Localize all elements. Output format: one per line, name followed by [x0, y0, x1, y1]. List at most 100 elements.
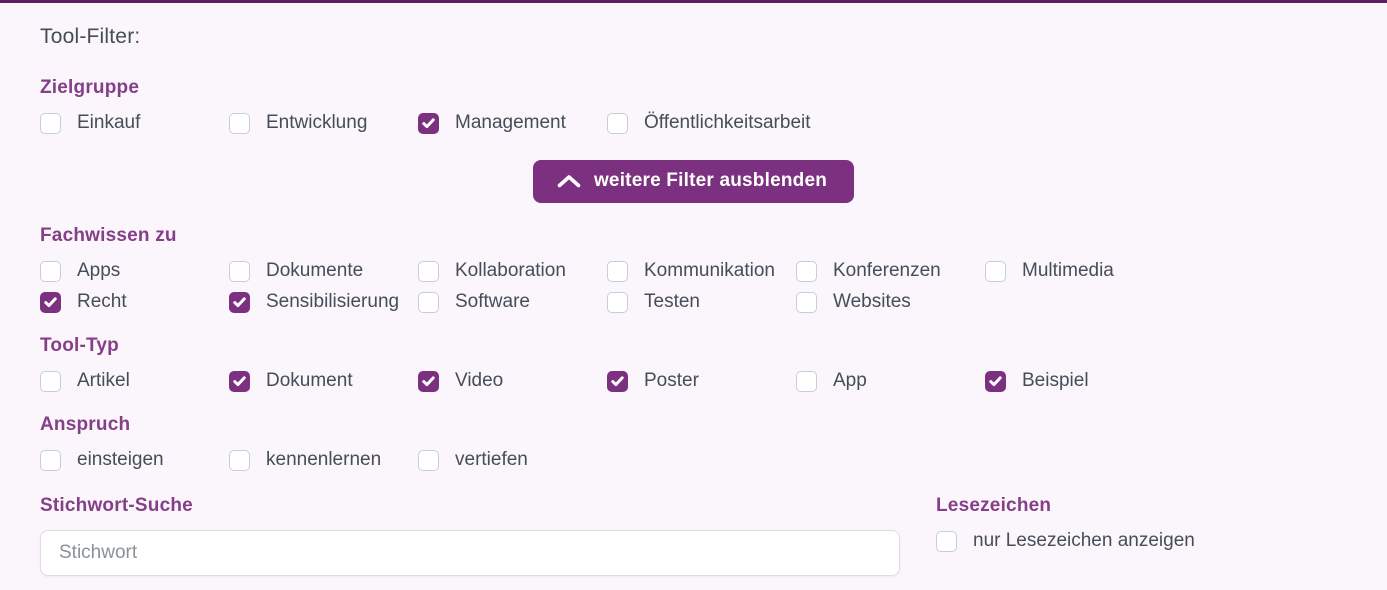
tooltyp-options: Artikel Dokument Video Poster App Beispiel [40, 370, 1347, 392]
section-heading-anspruch: Anspruch [40, 414, 131, 435]
checkbox-label-poster: Poster [644, 370, 699, 391]
checkbox-option-entwicklung[interactable]: Entwicklung [229, 112, 418, 134]
checkbox-label-multimedia: Multimedia [1022, 260, 1114, 281]
checkbox-option-beispiel[interactable]: Beispiel [985, 370, 1174, 392]
checkbox-checked-icon[interactable] [40, 291, 61, 313]
checkbox-checked-icon[interactable] [229, 291, 250, 313]
checkbox-unchecked-icon[interactable] [796, 291, 817, 313]
checkbox-unchecked-icon[interactable] [607, 260, 628, 282]
checkbox-option-kommunikation[interactable]: Kommunikation [607, 260, 796, 282]
tool-filter-panel: Tool-Filter: Zielgruppe Einkauf Entwicklu… [0, 3, 1387, 576]
checkbox-option-sensibilisierung[interactable]: Sensibilisierung [229, 291, 418, 313]
section-anspruch: Anspruch einsteigen kennenlernen vertiefen [40, 414, 1347, 471]
checkbox-option-nur-lesezeichen-anzeigen[interactable]: nur Lesezeichen anzeigen [936, 530, 1195, 552]
checkbox-unchecked-icon[interactable] [985, 260, 1006, 282]
checkbox-label-testen: Testen [644, 291, 700, 312]
checkbox-option-recht[interactable]: Recht [40, 291, 229, 313]
checkbox-option-management[interactable]: Management [418, 112, 607, 134]
checkbox-option-artikel[interactable]: Artikel [40, 370, 229, 392]
checkbox-unchecked-icon[interactable] [40, 260, 61, 282]
fachwissen-options: Apps Dokumente Kollaboration Kommunikation K… [40, 260, 1347, 313]
checkbox-unchecked-icon[interactable] [936, 530, 957, 552]
zielgruppe-options: Einkauf Entwicklung Management Öffentlichke… [40, 112, 1347, 134]
section-fachwissen: Fachwissen zu Apps Dokumente Kollaboration… [40, 225, 1347, 313]
checkbox-option-software[interactable]: Software [418, 291, 607, 313]
bottom-row: Stichwort-Suche Lesezeichen nur Lesezeic… [40, 495, 1347, 576]
checkbox-checked-icon[interactable] [418, 370, 439, 392]
button-row: weitere Filter ausblenden [40, 160, 1347, 203]
checkbox-unchecked-icon[interactable] [796, 370, 817, 392]
bookmarks-options: nur Lesezeichen anzeigen [936, 530, 1195, 552]
checkbox-unchecked-icon[interactable] [229, 449, 250, 471]
checkbox-option-video[interactable]: Video [418, 370, 607, 392]
anspruch-options: einsteigen kennenlernen vertiefen [40, 449, 1347, 471]
chevron-up-icon [557, 174, 581, 188]
section-heading-lesezeichen: Lesezeichen [936, 495, 1052, 516]
checkbox-unchecked-icon[interactable] [40, 370, 61, 392]
checkbox-label-dokumente: Dokumente [266, 260, 364, 281]
checkbox-unchecked-icon[interactable] [418, 291, 439, 313]
checkbox-label-management: Management [455, 112, 566, 133]
checkbox-unchecked-icon[interactable] [229, 112, 250, 134]
checkbox-label-beispiel: Beispiel [1022, 370, 1089, 391]
checkbox-label-entwicklung: Entwicklung [266, 112, 368, 133]
checkbox-label-dokument: Dokument [266, 370, 353, 391]
checkbox-checked-icon[interactable] [607, 370, 628, 392]
checkbox-checked-icon[interactable] [418, 112, 439, 134]
checkbox-unchecked-icon[interactable] [40, 449, 61, 471]
keyword-input[interactable] [40, 530, 900, 576]
checkbox-label-software: Software [455, 291, 530, 312]
checkbox-option-konferenzen[interactable]: Konferenzen [796, 260, 985, 282]
checkbox-label-ffentlichkeitsarbeit: Öffentlichkeitsarbeit [644, 112, 811, 133]
keyword-search-section: Stichwort-Suche [40, 495, 900, 576]
checkbox-checked-icon[interactable] [985, 370, 1006, 392]
checkbox-option-kennenlernen[interactable]: kennenlernen [229, 449, 418, 471]
checkbox-option-apps[interactable]: Apps [40, 260, 229, 282]
section-tooltyp: Tool-Typ Artikel Dokument Video Poster App Be… [40, 335, 1347, 392]
bookmarks-section: Lesezeichen nur Lesezeichen anzeigen [936, 495, 1195, 576]
checkbox-option-poster[interactable]: Poster [607, 370, 796, 392]
checkbox-label-kommunikation: Kommunikation [644, 260, 775, 281]
toggle-filters-button[interactable]: weitere Filter ausblenden [532, 160, 855, 203]
checkbox-option-multimedia[interactable]: Multimedia [985, 260, 1174, 282]
checkbox-label-app: App [833, 370, 867, 391]
checkbox-option-app[interactable]: App [796, 370, 985, 392]
section-heading-fachwissen: Fachwissen zu [40, 225, 177, 246]
checkbox-unchecked-icon[interactable] [40, 112, 61, 134]
checkbox-label-websites: Websites [833, 291, 911, 312]
checkbox-unchecked-icon[interactable] [607, 291, 628, 313]
checkbox-label-video: Video [455, 370, 504, 391]
checkbox-option-einkauf[interactable]: Einkauf [40, 112, 229, 134]
checkbox-option-kollaboration[interactable]: Kollaboration [418, 260, 607, 282]
checkbox-label-apps: Apps [77, 260, 121, 281]
page-title: Tool-Filter: [40, 25, 141, 48]
section-zielgruppe: Zielgruppe Einkauf Entwicklung Management Ö… [40, 77, 1347, 134]
checkbox-label-einkauf: Einkauf [77, 112, 141, 133]
checkbox-label-kennenlernen: kennenlernen [266, 449, 382, 470]
checkbox-option-vertiefen[interactable]: vertiefen [418, 449, 607, 471]
checkbox-checked-icon[interactable] [229, 370, 250, 392]
checkbox-unchecked-icon[interactable] [607, 112, 628, 134]
checkbox-unchecked-icon[interactable] [418, 449, 439, 471]
checkbox-label-kollaboration: Kollaboration [455, 260, 566, 281]
toggle-filters-label: weitere Filter ausblenden [593, 170, 828, 191]
checkbox-label-konferenzen: Konferenzen [833, 260, 941, 281]
checkbox-label-vertiefen: vertiefen [455, 449, 528, 470]
checkbox-option-dokumente[interactable]: Dokumente [229, 260, 418, 282]
checkbox-option-testen[interactable]: Testen [607, 291, 796, 313]
section-heading-stichwort: Stichwort-Suche [40, 495, 193, 516]
checkbox-option-dokument[interactable]: Dokument [229, 370, 418, 392]
checkbox-label-artikel: Artikel [77, 370, 130, 391]
checkbox-option-ffentlichkeitsarbeit[interactable]: Öffentlichkeitsarbeit [607, 112, 811, 134]
checkbox-label-einsteigen: einsteigen [77, 449, 164, 470]
checkbox-label-nur-lesezeichen-anzeigen: nur Lesezeichen anzeigen [973, 530, 1195, 551]
checkbox-label-recht: Recht [77, 291, 127, 312]
checkbox-option-websites[interactable]: Websites [796, 291, 985, 313]
checkbox-unchecked-icon[interactable] [796, 260, 817, 282]
section-heading-zielgruppe: Zielgruppe [40, 77, 140, 98]
checkbox-unchecked-icon[interactable] [418, 260, 439, 282]
checkbox-label-sensibilisierung: Sensibilisierung [266, 291, 400, 312]
section-heading-tooltyp: Tool-Typ [40, 335, 119, 356]
checkbox-option-einsteigen[interactable]: einsteigen [40, 449, 229, 471]
checkbox-unchecked-icon[interactable] [229, 260, 250, 282]
